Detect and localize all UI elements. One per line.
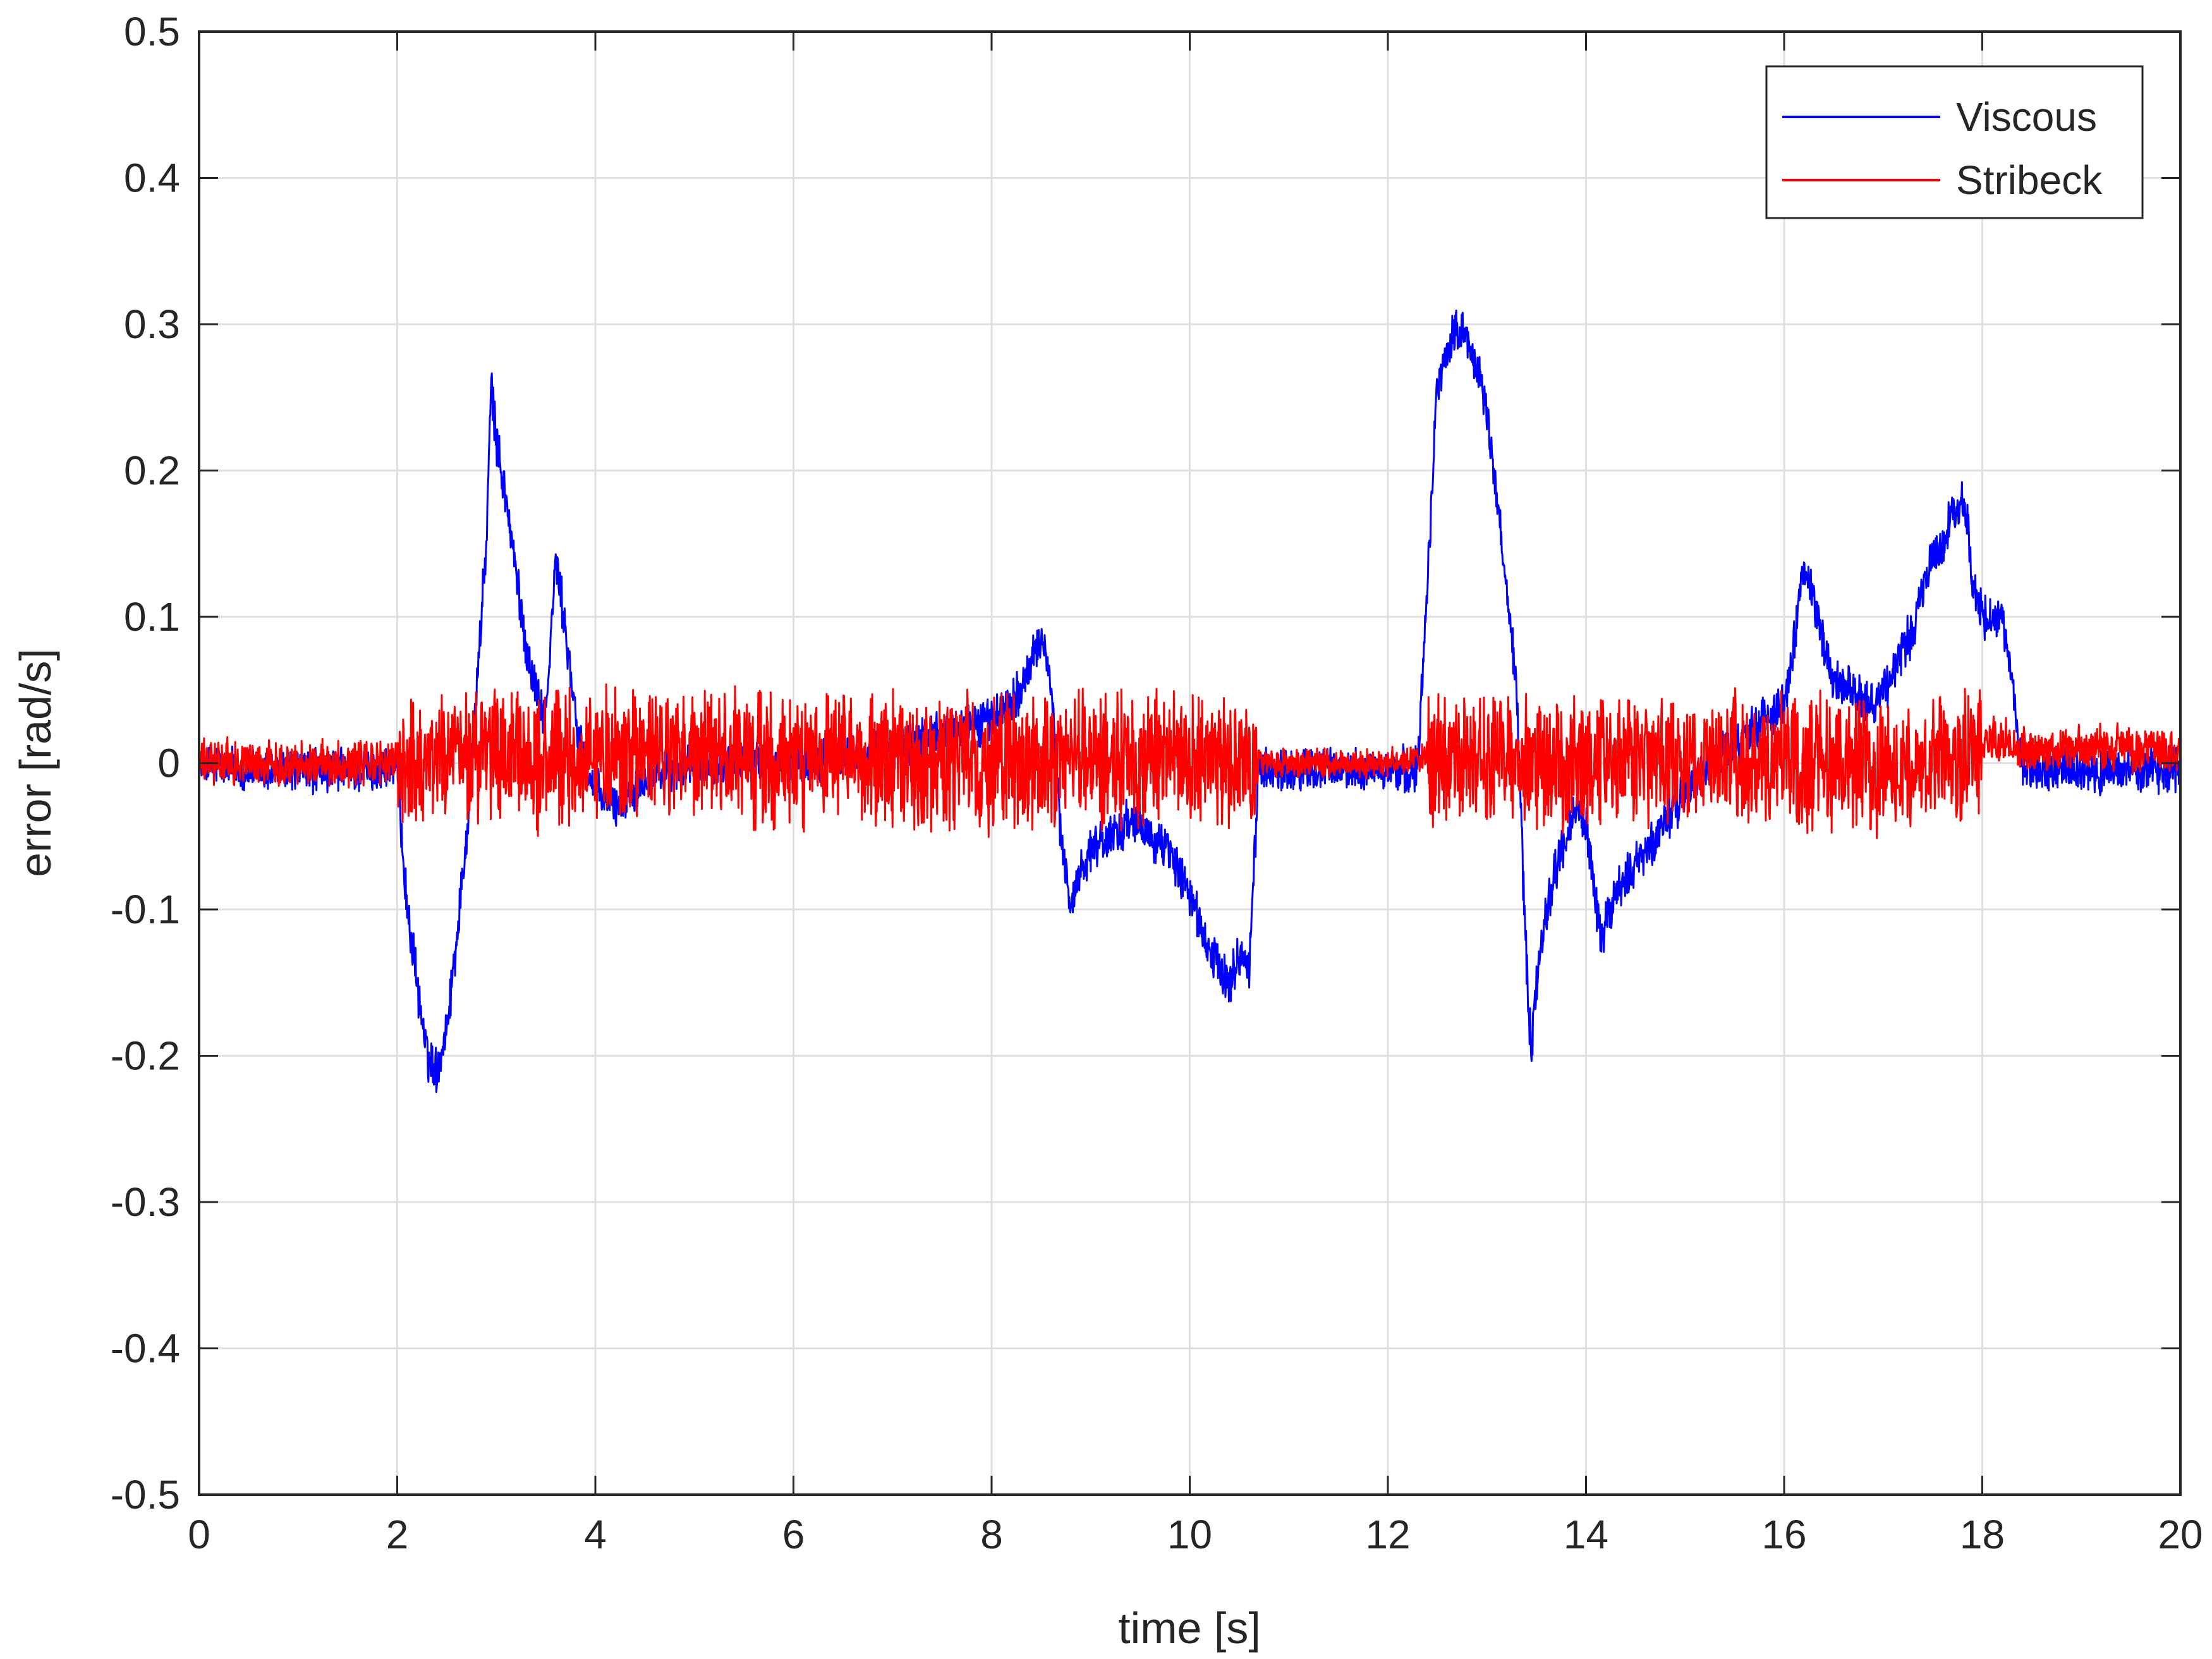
y-axis-label: error [rad/s]	[11, 648, 60, 877]
series-line-stribeck	[199, 683, 2180, 839]
legend-label-stribeck: Stribeck	[1956, 157, 2103, 203]
x-tick-label: 14	[1564, 1512, 1608, 1557]
y-tick-label: 0.4	[124, 155, 180, 201]
x-tick-label: 4	[584, 1512, 607, 1557]
y-tick-label: -0.3	[111, 1179, 180, 1225]
legend-box	[1765, 65, 2144, 219]
axes	[198, 30, 2182, 1496]
y-tick-label: -0.2	[111, 1033, 180, 1079]
y-tick-label: 0	[157, 741, 180, 786]
axes-box	[198, 30, 2182, 1496]
x-tick-label: 10	[1167, 1512, 1212, 1557]
y-tick-label: 0.1	[124, 594, 180, 640]
tick-labels: 0 2 4 6 8 10 12 14 16 18 20 -0.5 -0.4 -0.3 -0.2 -0.1 0 0.…	[111, 9, 2203, 1557]
x-tick-label: 12	[1365, 1512, 1410, 1557]
x-tick-label: 20	[2158, 1512, 2203, 1557]
x-tick-label: 8	[980, 1512, 1003, 1557]
y-tick-label: 0.2	[124, 448, 180, 494]
y-tick-label: -0.4	[111, 1326, 180, 1371]
x-tick-label: 6	[782, 1512, 805, 1557]
legend: Viscous Stribeck	[1765, 65, 2144, 219]
y-tick-label: 0.3	[124, 301, 180, 347]
x-axis-label: time [s]	[1118, 1603, 1261, 1653]
y-tick-label: -0.5	[111, 1472, 180, 1517]
y-tick-label: 0.5	[124, 9, 180, 54]
x-tick-label: 18	[1960, 1512, 2005, 1557]
x-tick-label: 0	[188, 1512, 210, 1557]
legend-label-viscous: Viscous	[1956, 94, 2097, 140]
plot-series	[199, 309, 2180, 1093]
x-tick-label: 16	[1761, 1512, 1806, 1557]
series-line-viscous	[199, 309, 2180, 1093]
y-tick-label: -0.1	[111, 887, 180, 932]
x-tick-label: 2	[386, 1512, 409, 1557]
